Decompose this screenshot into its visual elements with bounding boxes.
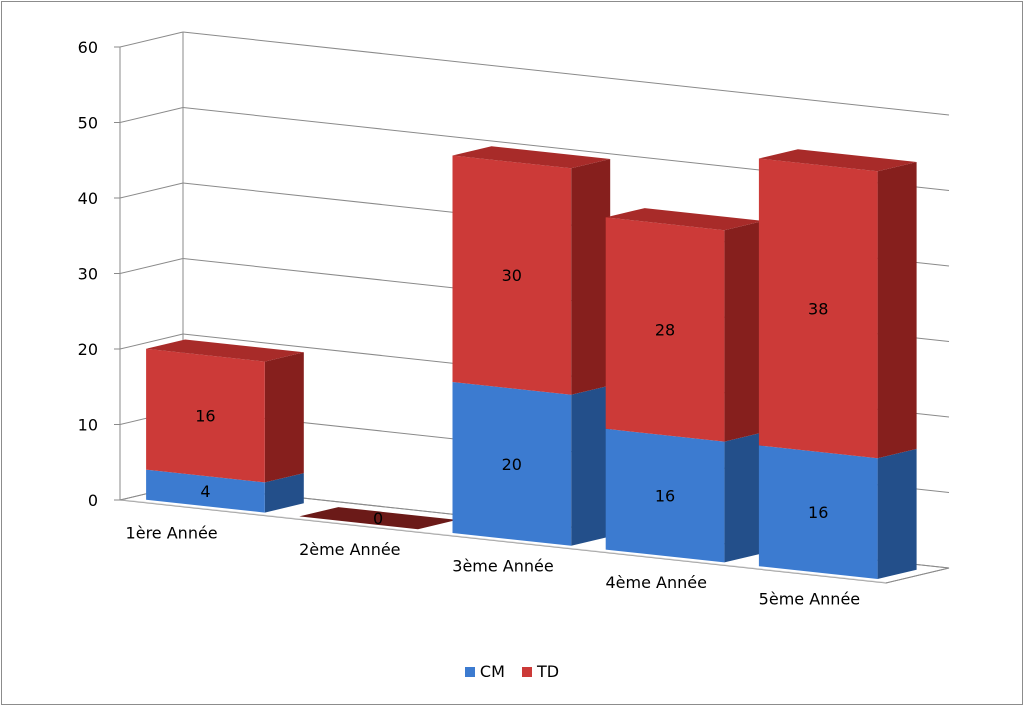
x-category-label: 3ème Année — [452, 557, 553, 576]
bar-front-face — [605, 217, 725, 442]
legend-label-td: TD — [536, 662, 560, 681]
side-gridline — [119, 31, 184, 48]
data-label: 38 — [808, 299, 828, 318]
y-tick-label: 20 — [78, 340, 98, 359]
y-tick-label: 60 — [78, 38, 98, 57]
legend-label-cm: CM — [479, 662, 505, 681]
bar-side-face — [877, 448, 917, 579]
data-label: 28 — [655, 321, 675, 340]
data-label: 4 — [200, 482, 210, 501]
bar-top-face — [146, 339, 304, 362]
bar-top-face — [605, 208, 764, 231]
bar-front-face — [146, 348, 265, 483]
data-label: 20 — [502, 455, 522, 474]
bar-front-face — [146, 469, 265, 513]
bar-side-face — [877, 162, 917, 459]
back-gridline — [182, 31, 950, 116]
bar-front-face — [605, 428, 725, 563]
bar-front-face — [452, 382, 572, 546]
side-gridline — [119, 107, 184, 123]
x-category-label: 1ère Année — [126, 523, 218, 542]
bar-side-face — [724, 220, 764, 442]
bar-side-face — [264, 352, 304, 483]
x-category-label: 2ème Année — [299, 540, 400, 559]
bar-side-face — [724, 432, 764, 563]
bar-empty-tile — [299, 507, 457, 530]
floor-front-rim — [120, 499, 889, 583]
bar-front-face — [758, 445, 878, 579]
data-label: 16 — [655, 487, 675, 506]
legend-swatch-cm — [464, 667, 475, 677]
legend-swatch-td — [521, 667, 532, 677]
bar-front-face — [758, 158, 878, 459]
side-gridline — [119, 182, 184, 199]
data-label: 0 — [373, 509, 383, 528]
data-label: 30 — [502, 266, 522, 285]
legend-item-td: TD — [521, 662, 560, 681]
y-tick-label: 0 — [88, 491, 98, 510]
chart-legend: CM TD — [0, 662, 1024, 681]
y-tick-label: 50 — [78, 114, 98, 133]
y-tick-label: 30 — [78, 265, 98, 284]
floor-right-edge — [885, 567, 950, 584]
bar-top-face — [758, 149, 917, 172]
y-tick-label: 40 — [78, 189, 98, 208]
data-label: 16 — [808, 503, 828, 522]
bar-side-face — [571, 159, 611, 395]
bar-side-face — [264, 473, 304, 513]
bar-top-face — [452, 146, 611, 169]
bar-front-face — [452, 155, 572, 395]
bar-side-face — [571, 385, 611, 546]
x-category-label: 5ème Année — [759, 590, 860, 609]
data-label: 16 — [195, 407, 215, 426]
side-gridline — [119, 258, 184, 274]
legend-item-cm: CM — [464, 662, 505, 681]
x-category-label: 4ème Année — [605, 573, 706, 592]
y-tick-label: 10 — [78, 416, 98, 435]
side-gridline — [119, 333, 184, 350]
